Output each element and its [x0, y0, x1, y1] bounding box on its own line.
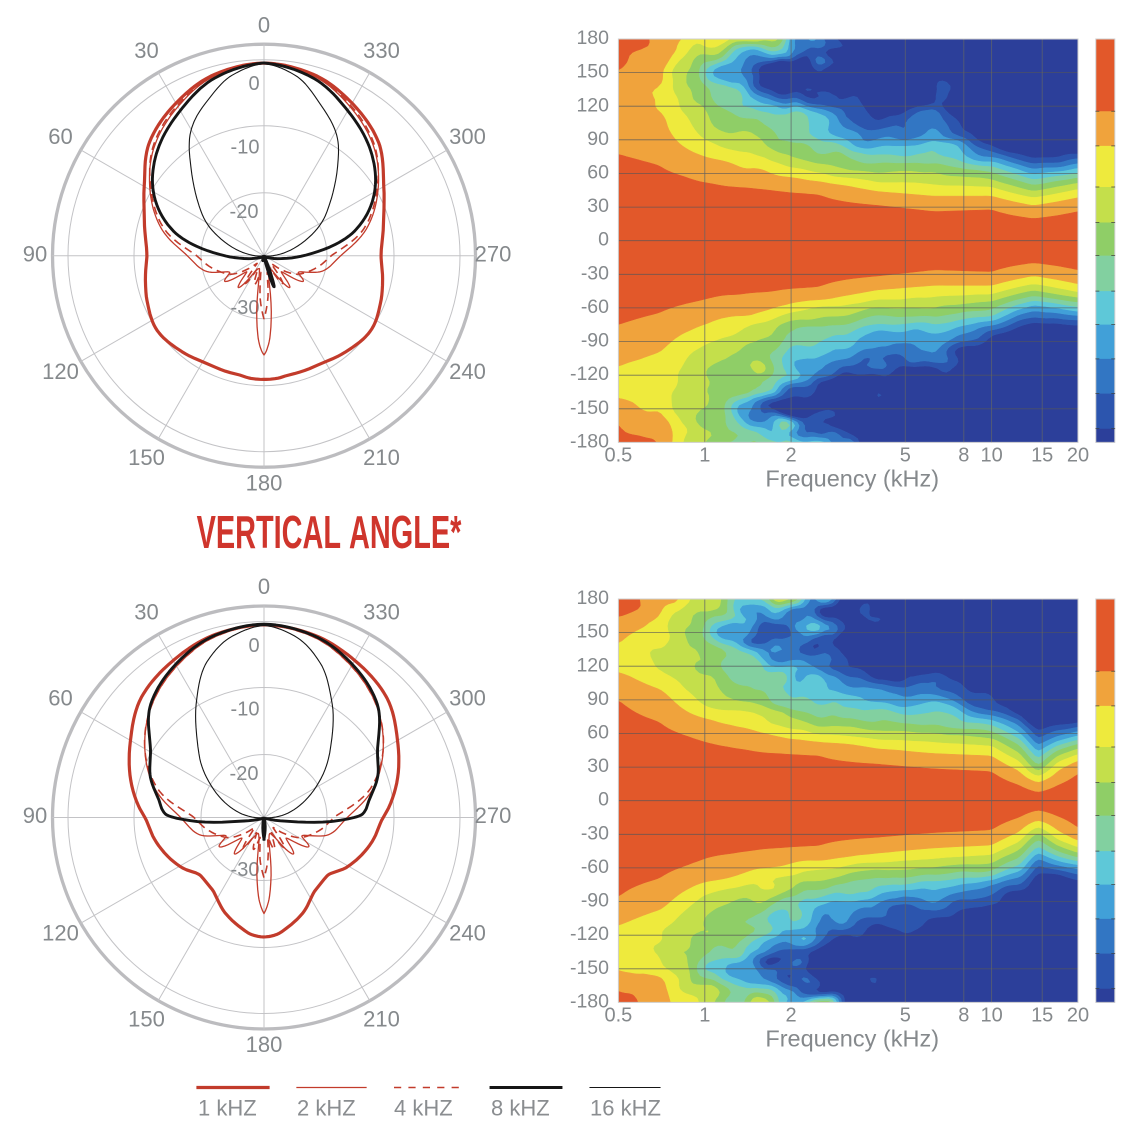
svg-text:5: 5 — [900, 445, 911, 467]
svg-text:150: 150 — [128, 1007, 165, 1032]
svg-text:240: 240 — [449, 359, 486, 384]
svg-text:-150: -150 — [570, 397, 609, 419]
svg-text:2: 2 — [786, 445, 797, 467]
svg-text:Frequency (kHz): Frequency (kHz) — [765, 1026, 939, 1052]
svg-text:-120: -120 — [570, 923, 609, 945]
svg-text:10: 10 — [980, 1005, 1002, 1027]
svg-text:2 kHZ: 2 kHZ — [297, 1096, 356, 1121]
svg-text:30: 30 — [587, 195, 609, 217]
svg-text:0: 0 — [258, 574, 270, 599]
svg-text:30: 30 — [134, 600, 158, 625]
svg-text:0: 0 — [258, 12, 270, 37]
svg-text:240: 240 — [449, 921, 486, 946]
svg-text:60: 60 — [587, 722, 609, 744]
svg-text:150: 150 — [576, 621, 609, 643]
svg-text:0: 0 — [248, 635, 259, 657]
svg-text:120: 120 — [42, 921, 79, 946]
svg-text:-90: -90 — [581, 890, 609, 912]
svg-text:5: 5 — [900, 1005, 911, 1027]
svg-text:120: 120 — [576, 654, 609, 676]
svg-text:-30: -30 — [231, 297, 260, 319]
svg-text:330: 330 — [363, 38, 400, 63]
svg-text:-150: -150 — [570, 957, 609, 979]
svg-text:0.5: 0.5 — [604, 1005, 632, 1027]
svg-text:120: 120 — [576, 94, 609, 116]
svg-text:-10: -10 — [231, 137, 260, 159]
svg-text:2: 2 — [786, 1005, 797, 1027]
svg-text:60: 60 — [48, 124, 72, 149]
svg-text:20: 20 — [1067, 445, 1089, 467]
svg-text:180: 180 — [246, 1032, 283, 1057]
svg-text:10: 10 — [980, 445, 1002, 467]
svg-text:0: 0 — [248, 73, 259, 95]
svg-text:300: 300 — [449, 686, 486, 711]
svg-text:120: 120 — [42, 359, 79, 384]
svg-text:330: 330 — [363, 600, 400, 625]
svg-text:270: 270 — [475, 241, 512, 266]
svg-text:1 kHZ: 1 kHZ — [198, 1096, 257, 1121]
svg-text:-30: -30 — [581, 262, 609, 284]
svg-text:15: 15 — [1031, 445, 1053, 467]
svg-text:1: 1 — [699, 1005, 710, 1027]
svg-text:-20: -20 — [230, 201, 259, 223]
svg-text:60: 60 — [48, 686, 72, 711]
svg-text:-30: -30 — [581, 822, 609, 844]
svg-text:180: 180 — [246, 470, 283, 495]
svg-text:-90: -90 — [581, 330, 609, 352]
svg-text:90: 90 — [587, 688, 609, 710]
svg-text:90: 90 — [23, 803, 47, 828]
svg-text:150: 150 — [128, 445, 165, 470]
svg-text:30: 30 — [134, 38, 158, 63]
svg-text:300: 300 — [449, 124, 486, 149]
svg-text:90: 90 — [23, 241, 47, 266]
svg-text:60: 60 — [587, 162, 609, 184]
svg-text:8 kHZ: 8 kHZ — [491, 1096, 550, 1121]
svg-text:-120: -120 — [570, 363, 609, 385]
svg-text:-180: -180 — [570, 990, 609, 1012]
svg-text:8: 8 — [958, 1005, 969, 1027]
svg-text:-20: -20 — [230, 763, 259, 785]
svg-text:15: 15 — [1031, 1005, 1053, 1027]
svg-text:-10: -10 — [231, 699, 260, 721]
svg-text:180: 180 — [576, 27, 609, 49]
svg-text:180: 180 — [576, 587, 609, 609]
svg-text:-60: -60 — [581, 296, 609, 318]
svg-text:Frequency (kHz): Frequency (kHz) — [765, 466, 939, 492]
svg-text:210: 210 — [363, 1007, 400, 1032]
svg-text:8: 8 — [958, 445, 969, 467]
svg-text:4 kHZ: 4 kHZ — [394, 1096, 453, 1121]
svg-text:-60: -60 — [581, 856, 609, 878]
svg-text:0: 0 — [598, 229, 609, 251]
svg-text:90: 90 — [587, 128, 609, 150]
svg-text:150: 150 — [576, 61, 609, 83]
svg-text:210: 210 — [363, 445, 400, 470]
svg-text:-180: -180 — [570, 430, 609, 452]
svg-text:30: 30 — [587, 755, 609, 777]
svg-text:16 kHZ: 16 kHZ — [590, 1096, 661, 1121]
svg-text:0: 0 — [598, 789, 609, 811]
svg-text:1: 1 — [699, 445, 710, 467]
svg-text:0.5: 0.5 — [604, 445, 632, 467]
svg-text:270: 270 — [475, 803, 512, 828]
svg-text:-30: -30 — [231, 859, 260, 881]
svg-text:20: 20 — [1067, 1005, 1089, 1027]
